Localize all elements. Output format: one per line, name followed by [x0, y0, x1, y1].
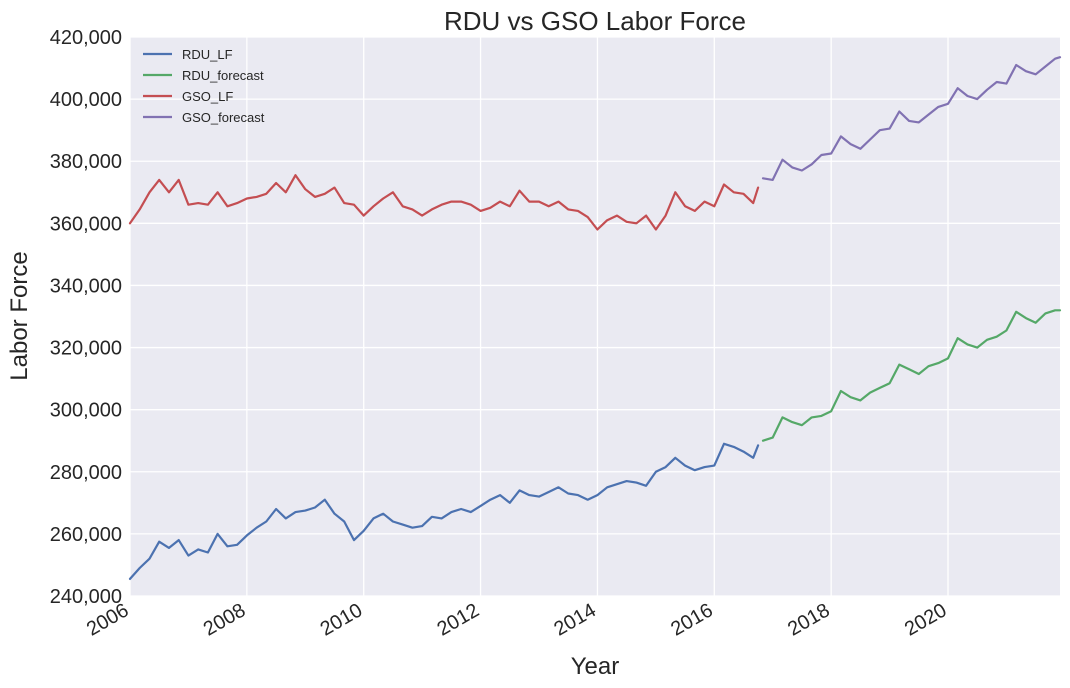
x-tick-label: 2016 [667, 599, 717, 640]
y-axis-ticks: 240,000 260,000 280,000 300,000 320,000 340,0… [50, 27, 122, 608]
series-line-rdu-forecast [761, 309, 1062, 442]
x-axis-ticks: 2006 2008 2010 2012 2014 2016 2018 2020 [83, 599, 951, 640]
series-lines [128, 56, 1062, 580]
legend-label: GSO_forecast [182, 110, 265, 125]
y-tick-label: 400,000 [50, 89, 122, 111]
legend-label: RDU_forecast [182, 68, 264, 83]
x-tick-label: 2020 [901, 599, 951, 640]
legend-label: GSO_LF [182, 89, 233, 104]
legend: RDU_LF RDU_forecast GSO_LF GSO_forecast [143, 47, 265, 125]
y-tick-label: 300,000 [50, 400, 122, 422]
y-tick-label: 420,000 [50, 27, 122, 49]
y-tick-label: 260,000 [50, 524, 122, 546]
x-tick-label: 2018 [784, 599, 834, 640]
y-tick-label: 240,000 [50, 586, 122, 608]
y-tick-label: 340,000 [50, 275, 122, 297]
x-tick-label: 2014 [550, 599, 600, 640]
y-tick-label: 280,000 [50, 462, 122, 484]
series-line-gso-forecast [761, 56, 1062, 181]
x-tick-label: 2012 [434, 599, 484, 640]
y-tick-label: 320,000 [50, 338, 122, 360]
plot-area [130, 37, 1060, 596]
chart-title: RDU vs GSO Labor Force [444, 6, 746, 36]
y-tick-label: 380,000 [50, 151, 122, 173]
legend-label: RDU_LF [182, 47, 233, 62]
grid [129, 36, 1060, 597]
x-axis-label: Year [571, 653, 620, 680]
x-tick-label: 2010 [317, 599, 367, 640]
series-line-gso-lf [128, 174, 760, 231]
series-line-rdu-lf [128, 442, 760, 580]
y-tick-label: 360,000 [50, 213, 122, 235]
x-tick-label: 2008 [200, 599, 250, 640]
y-axis-label: Labor Force [6, 251, 33, 380]
